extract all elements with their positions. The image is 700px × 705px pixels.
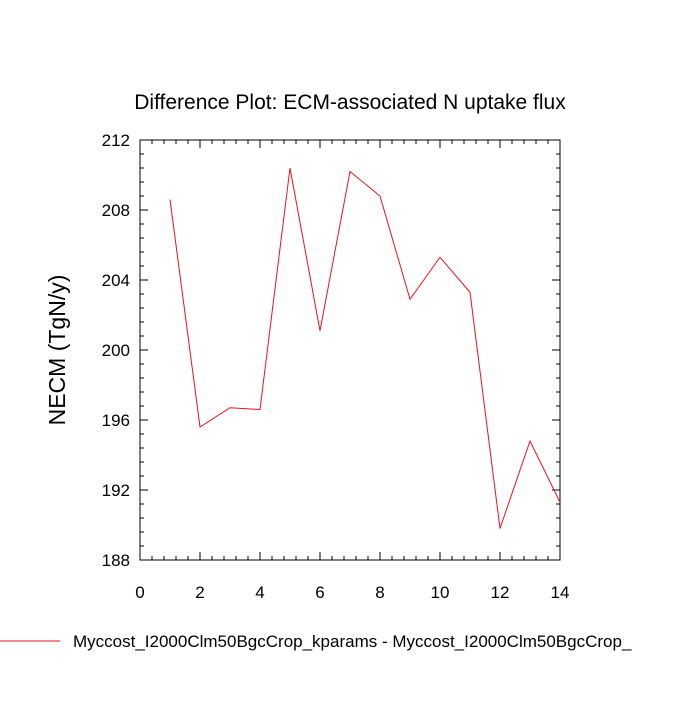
- x-tick-label: 2: [195, 583, 204, 602]
- x-tick-label: 14: [551, 583, 570, 602]
- legend-label: Myccost_I2000Clm50BgcCrop_kparams - Mycc…: [73, 632, 632, 651]
- x-tick-label: 10: [431, 583, 450, 602]
- y-tick-label: 208: [102, 201, 130, 220]
- plot-area: 0 2 4 6 8 10 12 14 188 192 196 200 204 208 212: [102, 131, 570, 602]
- x-tick-label: 8: [375, 583, 384, 602]
- y-tick-label: 212: [102, 131, 130, 150]
- y-tick-label: 196: [102, 411, 130, 430]
- x-tick-label: 12: [491, 583, 510, 602]
- plot-frame: [139, 139, 561, 561]
- y-tick-label: 188: [102, 551, 130, 570]
- y-axis-label: NECM (TgN/y): [44, 275, 70, 426]
- x-tick-label: 6: [315, 583, 324, 602]
- legend: Myccost_I2000Clm50BgcCrop_kparams - Mycc…: [0, 632, 632, 651]
- x-tick-label: 4: [255, 583, 264, 602]
- series-line: [169, 167, 561, 529]
- y-tick-label: 192: [102, 481, 130, 500]
- chart-title: Difference Plot: ECM-associated N uptake…: [134, 91, 566, 114]
- y-tick-label: 200: [102, 341, 130, 360]
- x-tick-label: 0: [135, 583, 144, 602]
- y-tick-label: 204: [102, 271, 130, 290]
